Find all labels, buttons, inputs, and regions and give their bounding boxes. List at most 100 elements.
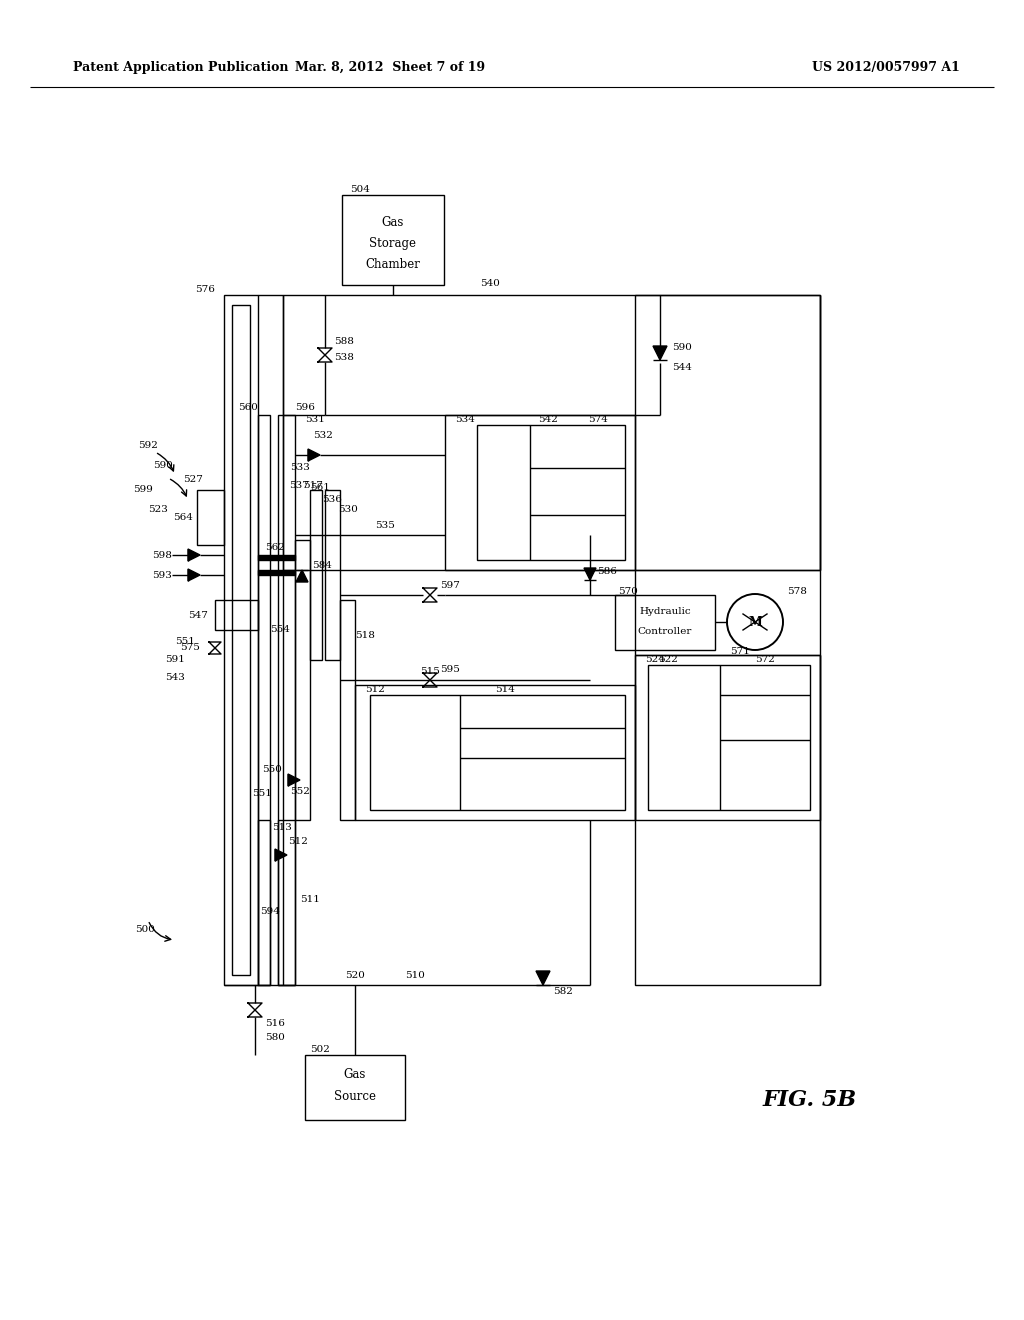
Bar — [197, 490, 224, 545]
Text: 544: 544 — [672, 363, 692, 372]
Text: M: M — [749, 615, 762, 628]
Bar — [283, 294, 820, 570]
Bar — [232, 305, 250, 975]
Text: 531: 531 — [305, 416, 325, 425]
Text: 538: 538 — [334, 354, 354, 363]
Text: 561: 561 — [310, 483, 330, 491]
Text: 533: 533 — [290, 463, 310, 473]
Text: 599: 599 — [133, 486, 153, 495]
Text: 540: 540 — [480, 279, 500, 288]
Text: 516: 516 — [265, 1019, 285, 1027]
Text: 532: 532 — [313, 430, 333, 440]
Text: 522: 522 — [658, 656, 678, 664]
Text: 570: 570 — [618, 587, 638, 597]
Text: Source: Source — [334, 1089, 376, 1102]
Bar — [258, 570, 295, 576]
Bar — [278, 820, 295, 985]
Polygon shape — [288, 774, 300, 785]
Text: 560: 560 — [239, 404, 258, 412]
Text: 536: 536 — [322, 495, 342, 504]
Text: 510: 510 — [406, 970, 425, 979]
Bar — [215, 601, 258, 630]
Text: 547: 547 — [188, 610, 208, 619]
Text: 512: 512 — [365, 685, 385, 694]
Text: 575: 575 — [180, 644, 200, 652]
Text: Patent Application Publication: Patent Application Publication — [73, 61, 289, 74]
Bar — [295, 540, 310, 820]
Text: 598: 598 — [153, 550, 172, 560]
Text: 593: 593 — [153, 570, 172, 579]
Text: 504: 504 — [350, 186, 370, 194]
Polygon shape — [188, 569, 200, 581]
Text: 515: 515 — [420, 668, 440, 676]
Text: 502: 502 — [310, 1045, 330, 1055]
Text: 595: 595 — [440, 665, 460, 675]
Polygon shape — [308, 449, 319, 461]
Text: 542: 542 — [538, 416, 558, 425]
Text: 518: 518 — [355, 631, 375, 639]
Text: 582: 582 — [553, 987, 572, 997]
Bar — [615, 595, 715, 649]
Text: 572: 572 — [755, 656, 775, 664]
Bar — [325, 490, 340, 660]
Bar — [635, 294, 820, 570]
Text: 554: 554 — [270, 626, 290, 635]
Bar — [224, 294, 258, 985]
Bar — [340, 601, 355, 820]
Polygon shape — [653, 346, 667, 360]
Text: 543: 543 — [165, 673, 185, 682]
Text: 551: 551 — [175, 638, 195, 647]
Text: 552: 552 — [290, 788, 310, 796]
Text: Chamber: Chamber — [366, 257, 421, 271]
Bar — [477, 425, 625, 560]
Bar — [258, 414, 270, 985]
Text: 578: 578 — [787, 587, 807, 597]
Text: 524: 524 — [645, 656, 665, 664]
Polygon shape — [296, 570, 308, 582]
Text: 512: 512 — [288, 837, 308, 846]
Polygon shape — [188, 549, 200, 561]
Bar — [635, 655, 820, 820]
Text: 514: 514 — [495, 685, 515, 694]
Text: 520: 520 — [345, 970, 365, 979]
Text: 562: 562 — [265, 544, 285, 553]
Text: Gas: Gas — [344, 1068, 367, 1081]
Text: Hydraulic: Hydraulic — [639, 607, 691, 616]
Text: 523: 523 — [148, 506, 168, 515]
Text: 586: 586 — [597, 568, 616, 577]
Text: 574: 574 — [588, 416, 608, 425]
Text: 594: 594 — [260, 908, 280, 916]
Bar — [258, 820, 270, 985]
Text: 551: 551 — [252, 788, 272, 797]
Text: US 2012/0057997 A1: US 2012/0057997 A1 — [812, 61, 961, 74]
Bar — [648, 665, 810, 810]
Text: 511: 511 — [300, 895, 319, 904]
Text: Gas: Gas — [382, 215, 404, 228]
Bar — [278, 414, 295, 985]
Text: 534: 534 — [455, 416, 475, 425]
Polygon shape — [275, 849, 287, 861]
Text: 517: 517 — [303, 480, 323, 490]
Text: 527: 527 — [183, 475, 203, 484]
Text: 592: 592 — [138, 441, 158, 450]
Bar — [370, 696, 625, 810]
Text: 564: 564 — [173, 512, 193, 521]
Text: Controller: Controller — [638, 627, 692, 636]
Bar — [635, 655, 820, 985]
Text: 537: 537 — [289, 480, 309, 490]
Text: 590: 590 — [672, 343, 692, 352]
Polygon shape — [584, 568, 596, 579]
Text: 535: 535 — [375, 521, 395, 531]
Bar — [305, 1055, 406, 1119]
Bar — [310, 490, 322, 660]
Bar — [445, 414, 635, 570]
Text: 596: 596 — [295, 404, 314, 412]
Text: 580: 580 — [265, 1034, 285, 1043]
Text: 590: 590 — [153, 461, 173, 470]
Text: 530: 530 — [338, 506, 357, 515]
Text: 571: 571 — [730, 648, 750, 656]
Text: 584: 584 — [312, 561, 332, 569]
Text: 591: 591 — [165, 656, 185, 664]
Text: 597: 597 — [440, 581, 460, 590]
Text: Storage: Storage — [370, 236, 417, 249]
